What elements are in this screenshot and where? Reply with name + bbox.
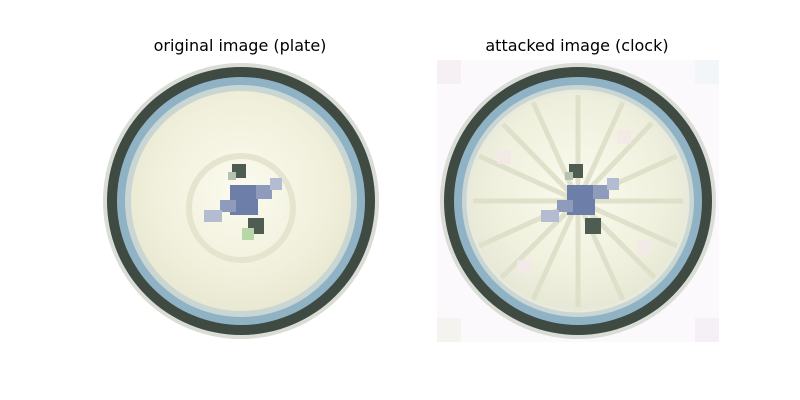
attacked-image-panel: attacked image (clock) (432, 30, 722, 342)
plate-image (100, 60, 382, 342)
original-image-panel: original image (plate) (95, 30, 385, 339)
attacked-image-title: attacked image (clock) (485, 36, 669, 55)
clock-image (437, 60, 719, 342)
original-image-title: original image (plate) (153, 36, 327, 55)
